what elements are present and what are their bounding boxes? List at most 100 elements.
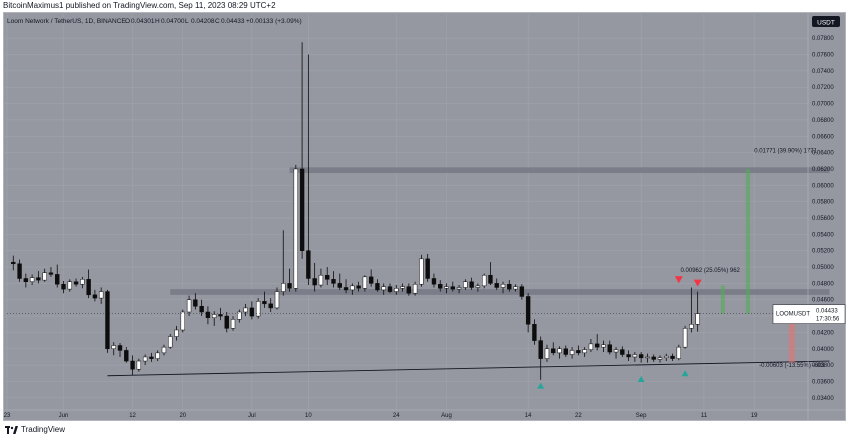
x-tick-label: Sep	[636, 413, 647, 419]
candle-up	[29, 277, 35, 283]
candle-up	[381, 286, 386, 291]
candle-up	[632, 354, 638, 358]
candle-down	[576, 350, 581, 354]
candle-down	[325, 274, 330, 280]
candle-down	[331, 279, 336, 284]
candle-down	[224, 315, 229, 329]
candle-down	[356, 285, 361, 289]
candle-down	[105, 291, 110, 350]
ohlc-low-label: L	[185, 18, 189, 25]
candle-down	[425, 258, 430, 279]
candle-down	[532, 324, 537, 341]
candle-down	[438, 283, 443, 289]
candle-down	[23, 278, 29, 283]
candle-up	[42, 272, 47, 281]
candle-up	[136, 360, 142, 370]
candle-down	[519, 286, 525, 297]
candle-up	[601, 344, 606, 348]
candle-up	[444, 286, 449, 289]
x-tick-label: Jun	[59, 413, 69, 419]
resistance-zone	[289, 167, 830, 174]
candle-up	[174, 329, 179, 337]
candle-up	[695, 313, 700, 325]
candle-up	[180, 311, 185, 331]
candle-up	[111, 345, 116, 350]
green-arrow-up-icon	[537, 382, 545, 389]
candle-down	[638, 354, 644, 359]
candle-down	[620, 349, 625, 355]
y-tick-label: 0.06400	[812, 151, 834, 157]
candle-down	[149, 356, 154, 359]
candle-up	[80, 279, 85, 285]
candle-down	[387, 286, 393, 292]
candle-down	[130, 360, 135, 370]
candle-up	[400, 286, 405, 289]
candle-down	[262, 301, 267, 305]
candle-up	[293, 168, 299, 289]
candle-up	[155, 352, 160, 359]
price-chart[interactable]: 0.01771 (39.90%) 1771 0.00962 (25.05%) 96…	[3, 12, 846, 421]
candle-up	[513, 286, 518, 290]
y-tick-label: 0.05200	[812, 249, 834, 255]
candle-up	[456, 287, 462, 290]
chart-legend: Loom Network / TetherUS, 1D, BINANCE O 0…	[7, 18, 302, 25]
candle-down	[299, 168, 305, 251]
overlays: 0.01771 (39.90%) 1771 0.00962 (25.05%) 96…	[7, 149, 830, 389]
target-loss-bar	[788, 313, 795, 363]
candle-up	[657, 357, 663, 360]
candle-down	[205, 311, 211, 318]
currency-badge-label: USDT	[817, 20, 835, 27]
candle-up	[557, 348, 562, 354]
y-tick-label: 0.07000	[812, 102, 834, 108]
candle-up	[255, 301, 261, 317]
candle-down	[86, 279, 91, 296]
x-tick-label: 11	[701, 413, 708, 419]
candle-up	[419, 258, 424, 285]
support-trendline	[107, 360, 830, 377]
candle-up	[613, 349, 619, 353]
y-tick-label: 0.07800	[812, 36, 834, 42]
candle-up	[274, 291, 280, 309]
candle-up	[412, 283, 418, 294]
target-gain-bar	[745, 168, 750, 314]
candles	[11, 42, 700, 380]
candle-down	[595, 343, 600, 348]
usdt-badge[interactable]: USDT	[812, 16, 840, 27]
candle-up	[212, 314, 217, 318]
x-tick-label: 14	[525, 413, 532, 419]
y-tick-label: 0.06200	[812, 167, 834, 173]
y-tick-label: 0.05800	[812, 200, 834, 206]
candle-down	[368, 276, 374, 284]
candle-up	[475, 285, 481, 288]
candle-down	[488, 274, 493, 284]
candle-down	[343, 287, 349, 291]
candle-up	[362, 276, 368, 289]
x-tick-label: 22	[575, 413, 582, 419]
y-tick-label: 0.06000	[812, 183, 834, 189]
ohlc-close-label: C	[215, 18, 220, 25]
candle-down	[469, 281, 474, 288]
candle-up	[243, 307, 248, 313]
chart-frame	[3, 12, 846, 421]
tradingview-logo-icon	[5, 426, 18, 434]
x-tick-label: 20	[179, 413, 186, 419]
y-tick-label: 0.04600	[812, 298, 834, 304]
candle-down	[55, 274, 60, 285]
candle-up	[463, 281, 468, 288]
candle-down	[92, 294, 98, 299]
x-tick-label: Jul	[248, 413, 256, 419]
candle-up	[664, 355, 669, 359]
y-tick-label: 0.05000	[812, 265, 834, 271]
candle-up	[569, 350, 575, 355]
candle-down	[193, 299, 198, 307]
ohlc-high: 0.04700	[161, 18, 185, 25]
candle-down	[450, 286, 455, 290]
candle-down	[670, 355, 675, 359]
x-tick-label: 19	[751, 413, 758, 419]
red-arrow-down-icon	[674, 276, 683, 284]
candle-up	[186, 299, 192, 313]
ohlc-close: 0.04433	[221, 18, 245, 25]
measure-annotation: 0.01771 (39.90%) 1771	[754, 149, 817, 155]
candle-down	[525, 296, 531, 325]
y-tick-label: 0.06600	[812, 134, 834, 140]
